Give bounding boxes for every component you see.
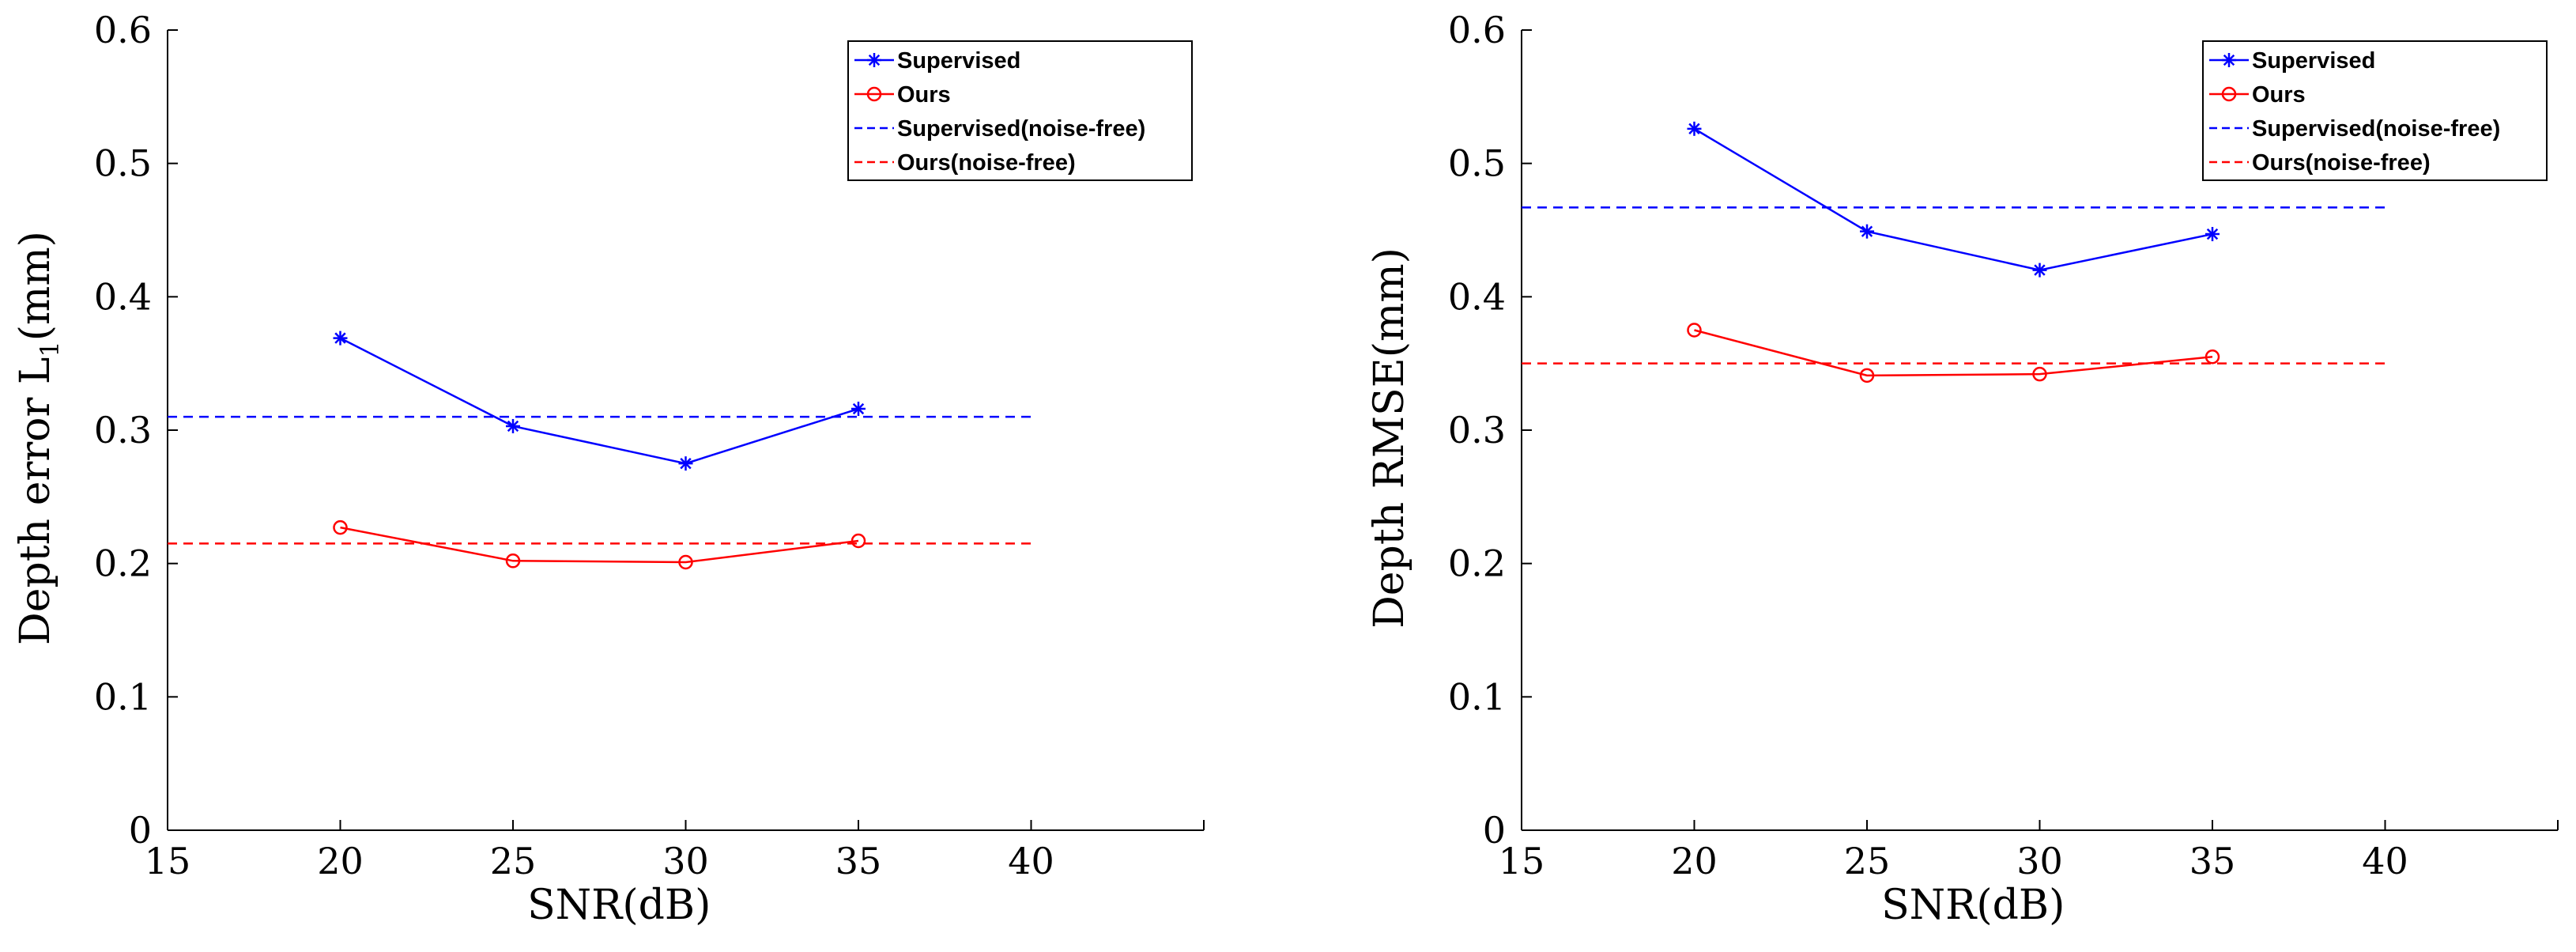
series-ours <box>333 519 866 570</box>
marker-stroke <box>680 457 692 470</box>
y-axis-label: Depth RMSE(mm) <box>1366 247 1413 629</box>
x-tick-label: 35 <box>2189 840 2236 882</box>
legend: Supervised Ours Supervised(noise-free) Ours… <box>2202 40 2548 181</box>
chart-depth-rmse: 0 0.1 0.2 0.3 0.4 0.5 0.6 15 20 25 30 35 40 SNR(dB) De… <box>1366 9 2559 929</box>
data-point <box>1687 323 1702 338</box>
legend-label: Ours <box>2252 82 2306 108</box>
x-tick-label: 15 <box>145 840 191 882</box>
legend-marker <box>2221 86 2237 102</box>
legend-entry-ours: Ours <box>854 82 951 108</box>
marker-stroke <box>852 402 865 415</box>
y-tick-label: 0.4 <box>1448 275 1506 318</box>
legend-entry-supervised-noise-free: Supervised(noise-free) <box>2209 116 2500 142</box>
marker-stroke <box>334 332 346 344</box>
data-point <box>333 519 348 535</box>
data-point <box>2205 227 2220 242</box>
x-axis-label: SNR(dB) <box>1881 882 2065 929</box>
y-tick-label: 0.3 <box>1448 409 1506 451</box>
data-point <box>2204 349 2220 365</box>
data-point <box>506 418 520 433</box>
y-tick-label: 0 <box>129 809 152 852</box>
y-tick-label: 0.5 <box>94 142 152 185</box>
data-point <box>2032 263 2047 278</box>
y-tick-label: 0.6 <box>94 9 152 51</box>
marker-stroke <box>2223 54 2235 66</box>
x-tick-label: 15 <box>1499 840 1545 882</box>
legend-label: Ours(noise-free) <box>897 150 1076 176</box>
legend-label: Ours <box>897 82 951 108</box>
marker-stroke <box>507 420 519 433</box>
legend-entry-supervised: Supervised <box>854 48 1020 74</box>
series-ours <box>1687 323 2220 383</box>
legend-label: Supervised <box>2252 48 2375 74</box>
series-supervised <box>333 331 866 471</box>
legend-label: Supervised <box>897 48 1020 74</box>
data-point <box>1859 368 1875 383</box>
x-tick-label: 35 <box>835 840 882 882</box>
y-tick-label: 0.1 <box>1448 675 1506 718</box>
data-point <box>678 456 693 471</box>
y-axis-label: Depth error L1(mm) <box>12 231 65 645</box>
data-point <box>851 402 866 417</box>
data-point <box>1860 224 1874 239</box>
x-tick-label: 30 <box>2016 840 2063 882</box>
data-point <box>2032 366 2047 382</box>
y-tick-label: 0.6 <box>1448 9 1506 51</box>
series-line-supervised <box>1693 127 2213 271</box>
series-supervised <box>1687 121 2220 278</box>
series-line-ours <box>340 526 859 564</box>
y-tick-label: 0 <box>1483 809 1506 852</box>
marker-stroke <box>1688 123 1700 134</box>
y-tick-label: 0.3 <box>94 409 152 451</box>
x-tick-label: 30 <box>662 840 709 882</box>
y-tick-label: 0.2 <box>1448 542 1506 585</box>
legend-entry-supervised-noise-free: Supervised(noise-free) <box>854 116 1145 142</box>
data-point <box>1687 121 1702 136</box>
data-point <box>678 554 693 570</box>
legend-marker <box>2222 53 2236 67</box>
y-tick-label: 0.2 <box>94 542 152 585</box>
y-tick-label: 0.5 <box>1448 142 1506 185</box>
legend-box <box>847 40 1193 181</box>
y-tick-label: 0.4 <box>94 275 152 318</box>
x-tick-label: 25 <box>1844 840 1891 882</box>
x-tick-label: 40 <box>2362 840 2408 882</box>
x-tick-label: 25 <box>490 840 537 882</box>
y-tick-label: 0.1 <box>94 675 152 718</box>
series-line-supervised <box>339 337 859 465</box>
legend-entry-supervised: Supervised <box>2209 48 2375 74</box>
legend-label: Ours(noise-free) <box>2252 150 2431 176</box>
x-tick-label: 20 <box>317 840 364 882</box>
marker-stroke <box>1861 225 1873 237</box>
legend-marker <box>866 86 882 102</box>
series-line-ours <box>1694 329 2213 377</box>
x-axis-label: SNR(dB) <box>527 882 711 929</box>
legend-entry-ours: Ours <box>2209 82 2306 108</box>
chart-depth-error-l1: 0 0.1 0.2 0.3 0.4 0.5 0.6 15 20 25 30 35 40 SNR(dB) De… <box>12 9 1205 929</box>
legend-marker <box>867 53 881 67</box>
marker-stroke <box>2206 228 2219 240</box>
marker-stroke <box>2034 264 2046 276</box>
legend-box <box>2202 40 2548 181</box>
x-tick-label: 40 <box>1008 840 1054 882</box>
legend-label: Supervised(noise-free) <box>897 116 1145 142</box>
data-point <box>505 553 521 569</box>
legend-entry-ours-noise-free: Ours(noise-free) <box>2209 150 2431 176</box>
legend-entry-ours-noise-free: Ours(noise-free) <box>854 150 1076 176</box>
legend-label: Supervised(noise-free) <box>2252 116 2500 142</box>
x-tick-label: 20 <box>1671 840 1718 882</box>
data-point <box>333 331 348 346</box>
legend: Supervised Ours Supervised(noise-free) Ours… <box>847 40 1193 181</box>
data-point <box>850 533 866 549</box>
marker-stroke <box>868 54 881 66</box>
